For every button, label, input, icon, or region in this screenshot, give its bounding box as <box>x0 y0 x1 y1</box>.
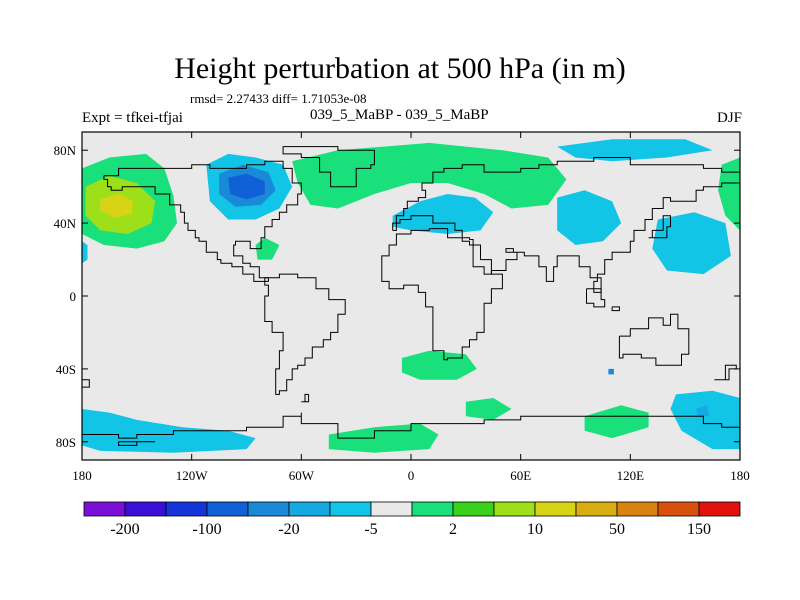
field-pos-south-ind <box>465 398 512 420</box>
colorbar-swatch <box>452 501 495 517</box>
colorbar-label: 2 <box>449 521 457 538</box>
coastline-1 <box>264 273 346 395</box>
colorbar-swatch <box>288 501 331 517</box>
field-neg-europe <box>392 194 494 234</box>
colorbar-label: -5 <box>364 521 377 538</box>
lat-tick-label: 80S <box>56 435 76 450</box>
colorbar-swatch <box>657 501 700 517</box>
colorbar: -200 -100 -20 -5 2 10 50 150 <box>83 501 741 538</box>
field-neg-npole <box>557 139 713 162</box>
colorbar-swatch <box>411 501 454 517</box>
coastline-3 <box>392 157 740 293</box>
field-neg-aus-dot <box>608 368 614 375</box>
comparison-label: 039_5_MaBP - 039_5_MaBP <box>310 107 489 123</box>
season-label: DJF <box>716 110 742 126</box>
coastline-7 <box>611 306 620 312</box>
coastline-10 <box>82 412 740 439</box>
lon-tick-label: 60W <box>289 468 315 483</box>
colorbar-swatch <box>206 501 249 517</box>
coastline-12 <box>82 379 90 388</box>
lat-tick-label: 80N <box>54 143 77 158</box>
coastline-5 <box>618 313 690 366</box>
coastline-8 <box>648 215 671 239</box>
field-pos-atlantic <box>292 142 567 209</box>
experiment-label: Expt = tfkei-tfjai <box>82 110 183 126</box>
coastline-4 <box>381 228 503 361</box>
colorbar-swatch <box>698 501 741 517</box>
field-pos-npac-inner <box>100 194 134 218</box>
axis-ticks: 80N 40N 0 40S 80S 180 120W 60W 0 60E 120E 180 <box>54 132 750 483</box>
field-neg-south-pac-core <box>696 405 709 417</box>
coastline-layer <box>82 146 740 446</box>
colorbar-swatch <box>83 501 126 517</box>
field-pos-antarctic-ind <box>584 405 649 439</box>
colorbar-label: 50 <box>609 521 625 538</box>
contour-fill-layer <box>82 139 740 453</box>
field-pos-epac-tip <box>718 157 740 231</box>
colorbar-swatch <box>493 501 536 517</box>
lon-tick-label: 60E <box>510 468 531 483</box>
colorbar-label: -100 <box>192 521 221 538</box>
field-neg-asia <box>557 190 622 245</box>
colorbar-label: -200 <box>110 521 139 538</box>
colorbar-swatch <box>370 501 413 517</box>
lon-tick-label: 180 <box>72 468 92 483</box>
coastline-0 <box>103 160 302 282</box>
field-neg-south-pac-e <box>670 390 740 450</box>
lat-tick-label: 0 <box>70 289 77 304</box>
coastline-6 <box>586 288 606 308</box>
coastline-9 <box>714 364 737 381</box>
colorbar-swatch <box>616 501 659 517</box>
lon-tick-label: 0 <box>408 468 415 483</box>
coastline-13 <box>301 393 310 403</box>
chart-title: Height perturbation at 500 hPa (in m) <box>174 52 626 85</box>
lat-tick-label: 40N <box>54 216 77 231</box>
field-neg-dateline-w <box>82 241 88 264</box>
colorbar-swatch <box>534 501 577 517</box>
field-neg-wpac <box>652 212 731 275</box>
coastline-2 <box>282 146 375 188</box>
map-background <box>82 132 740 460</box>
colorbar-swatch <box>165 501 208 517</box>
colorbar-swatch <box>247 501 290 517</box>
lon-tick-label: 180 <box>730 468 750 483</box>
coastline-11 <box>118 441 156 446</box>
colorbar-swatch <box>329 501 372 517</box>
lon-tick-label: 120W <box>176 468 209 483</box>
lon-tick-label: 120E <box>617 468 645 483</box>
colorbar-swatch <box>124 501 167 517</box>
colorbar-swatch <box>575 501 618 517</box>
colorbar-label: 10 <box>527 521 543 538</box>
colorbar-label: -20 <box>278 521 299 538</box>
lat-tick-label: 40S <box>56 362 76 377</box>
stats-line: rmsd= 2.27433 diff= 1.71053e-08 <box>190 91 367 106</box>
colorbar-label: 150 <box>687 521 711 538</box>
field-neg-namer-core <box>228 173 265 200</box>
